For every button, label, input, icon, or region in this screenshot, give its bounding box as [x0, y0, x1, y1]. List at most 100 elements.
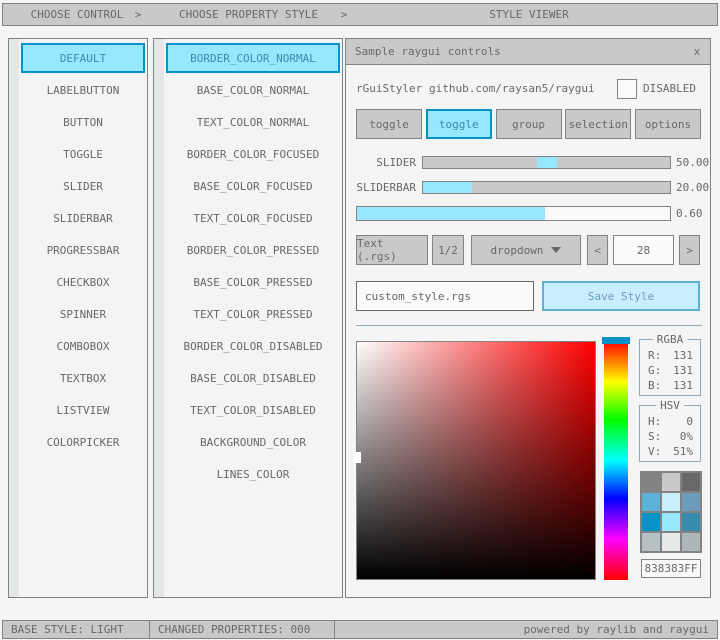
slider[interactable] — [422, 156, 671, 169]
b-label: B: — [648, 379, 662, 392]
color-picker-marker[interactable] — [354, 452, 361, 463]
list-item-text-color-pressed[interactable]: TEXT_COLOR_PRESSED — [193, 307, 313, 321]
progressbar-fill — [357, 207, 545, 220]
list-item-lines-color[interactable]: LINES_COLOR — [216, 467, 290, 481]
list-item-border-color-disabled[interactable]: BORDER_COLOR_DISABLED — [183, 339, 323, 353]
b-value: 131 — [673, 379, 693, 392]
toggle-button-selection[interactable]: selection — [565, 109, 632, 139]
spinner-value-box[interactable]: 28 — [613, 235, 674, 265]
style-viewer-window: Sample raygui controls x rGuiStyler gith… — [345, 38, 711, 598]
swatch-text-focused — [682, 493, 700, 511]
list-item-textbox[interactable]: TEXTBOX — [59, 371, 107, 385]
slider-label: SLIDER — [376, 156, 416, 169]
swatch-border-normal — [642, 473, 660, 491]
rgba-group-title: RGBA — [652, 332, 688, 347]
swatch-border-focused — [642, 493, 660, 511]
half-button[interactable]: 1/2 — [432, 235, 464, 265]
properties-listview: BORDER_COLOR_NORMAL BASE_COLOR_NORMAL TE… — [153, 38, 343, 598]
chevron-right-icon: > — [340, 8, 348, 21]
list-item-border-color-pressed[interactable]: BORDER_COLOR_PRESSED — [186, 243, 320, 257]
list-item-button[interactable]: BUTTON — [63, 115, 103, 129]
slider-value: 50.00 — [676, 156, 710, 169]
chevron-down-icon — [551, 247, 562, 253]
list-item-slider[interactable]: SLIDER — [63, 179, 103, 193]
hsv-group-title: HSV — [656, 398, 684, 413]
list-item-text-color-focused[interactable]: TEXT_COLOR_FOCUSED — [193, 211, 313, 225]
list-item-border-color-focused[interactable]: BORDER_COLOR_FOCUSED — [186, 147, 320, 161]
toggle-button-2-selected[interactable]: toggle — [425, 109, 492, 139]
progressbar-value: 0.60 — [676, 207, 703, 220]
h-label: H: — [648, 415, 662, 428]
breadcrumb: CHOOSE CONTROL > CHOOSE PROPERTY STYLE >… — [2, 3, 718, 26]
list-item-spinner[interactable]: SPINNER — [59, 307, 107, 321]
list-item-labelbutton[interactable]: LABELBUTTON — [46, 83, 120, 97]
list-item-border-color-normal[interactable]: BORDER_COLOR_NORMAL — [166, 43, 340, 73]
status-powered-by: powered by raylib and raygui — [334, 620, 718, 639]
progressbar — [356, 206, 671, 221]
text-rgs-button[interactable]: Text (.rgs) — [356, 235, 428, 265]
controls-scrollbar[interactable] — [9, 39, 19, 597]
g-value: 131 — [673, 364, 693, 377]
toggle-button-options[interactable]: options — [635, 109, 701, 139]
s-value: 0% — [679, 430, 693, 443]
dropdown-label: dropdown — [490, 243, 544, 257]
toggle-button-1[interactable]: toggle — [356, 109, 422, 139]
breadcrumb-choose-control: CHOOSE CONTROL — [30, 8, 124, 21]
save-style-button[interactable]: Save Style — [542, 281, 700, 311]
list-item-background-color[interactable]: BACKGROUND_COLOR — [200, 435, 306, 449]
list-item-text-color-normal[interactable]: TEXT_COLOR_NORMAL — [196, 115, 310, 129]
v-label: V: — [648, 445, 662, 458]
properties-scrollbar[interactable] — [154, 39, 164, 597]
status-base-style: BASE STYLE: LIGHT — [2, 620, 150, 639]
list-item-base-color-disabled[interactable]: BASE_COLOR_DISABLED — [190, 371, 316, 385]
swatch-text-disabled — [682, 533, 700, 551]
swatch-text-normal — [682, 473, 700, 491]
list-item-text-color-disabled[interactable]: TEXT_COLOR_DISABLED — [190, 403, 316, 417]
list-item-default[interactable]: DEFAULT — [21, 43, 145, 73]
hsv-group-box: HSV H: 0 S: 0% V: 51% — [639, 398, 701, 462]
window-title: Sample raygui controls — [355, 45, 501, 58]
disabled-checkbox-label: DISABLED — [643, 82, 696, 95]
style-colors-grid — [640, 471, 702, 553]
list-item-listview[interactable]: LISTVIEW — [56, 403, 110, 417]
spinner-increase-button[interactable]: > — [679, 235, 700, 265]
list-item-progressbar[interactable]: PROGRESSBAR — [46, 243, 120, 257]
hex-color-textbox[interactable]: 838383FF — [641, 559, 701, 578]
color-picker-square[interactable] — [354, 341, 596, 580]
list-item-sliderbar[interactable]: SLIDERBAR — [53, 211, 113, 225]
window-titlebar[interactable]: Sample raygui controls x — [346, 39, 710, 65]
h-value: 0 — [686, 415, 693, 428]
toggle-group: toggle toggle group selection options — [356, 109, 701, 139]
list-item-combobox[interactable]: COMBOBOX — [56, 339, 110, 353]
list-item-base-color-normal[interactable]: BASE_COLOR_NORMAL — [196, 83, 310, 97]
list-item-base-color-focused[interactable]: BASE_COLOR_FOCUSED — [193, 179, 313, 193]
divider — [356, 325, 702, 326]
disabled-checkbox[interactable] — [617, 79, 637, 99]
swatch-text-pressed — [682, 513, 700, 531]
swatch-base-focused — [662, 493, 680, 511]
swatch-border-disabled — [642, 533, 660, 551]
spinner-decrease-button[interactable]: < — [587, 235, 608, 265]
list-item-checkbox[interactable]: CHECKBOX — [56, 275, 110, 289]
app-name-label: rGuiStyler — [356, 82, 423, 95]
hue-bar[interactable] — [604, 341, 628, 580]
list-item-toggle[interactable]: TOGGLE — [63, 147, 103, 161]
repo-url-label: github.com/raysan5/raygui — [429, 82, 595, 95]
list-item-colorpicker[interactable]: COLORPICKER — [46, 435, 120, 449]
dropdown-box[interactable]: dropdown — [471, 235, 581, 265]
rgba-group-box: RGBA R: 131 G: 131 B: 131 — [639, 332, 701, 396]
slider-thumb[interactable] — [536, 157, 557, 168]
close-icon[interactable]: x — [693, 45, 701, 58]
toggle-button-group[interactable]: group — [495, 109, 562, 139]
sliderbar[interactable] — [422, 181, 671, 194]
sliderbar-label: SLIDERBAR — [356, 181, 416, 194]
list-item-base-color-pressed[interactable]: BASE_COLOR_PRESSED — [193, 275, 313, 289]
v-value: 51% — [673, 445, 693, 458]
r-label: R: — [648, 349, 662, 362]
breadcrumb-style-viewer: STYLE VIEWER — [489, 8, 569, 21]
style-filename-input[interactable] — [356, 281, 534, 311]
g-label: G: — [648, 364, 662, 377]
hue-bar-handle[interactable] — [602, 337, 630, 344]
chevron-right-icon: > — [134, 8, 142, 21]
sliderbar-fill — [423, 182, 473, 193]
